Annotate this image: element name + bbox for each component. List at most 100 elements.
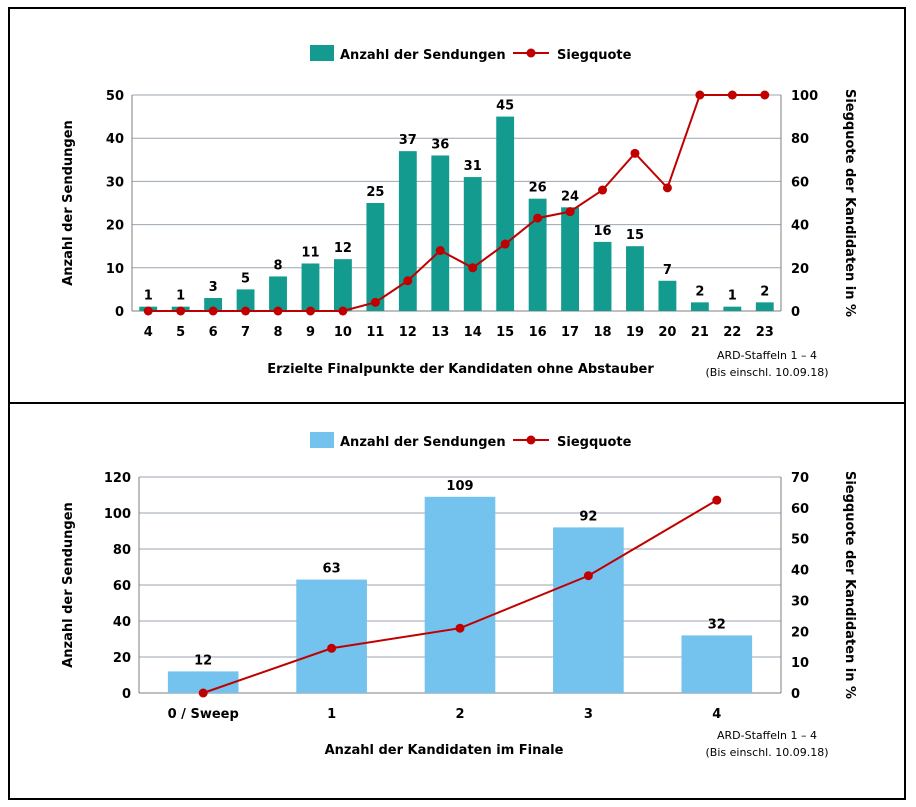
siegquote-point xyxy=(403,276,413,286)
x-tick-label: 23 xyxy=(756,325,774,340)
bar-value-label: 25 xyxy=(366,185,384,200)
bar-value-label: 8 xyxy=(274,258,283,273)
bar-value-label: 5 xyxy=(241,271,250,286)
y2-tick-label: 50 xyxy=(791,533,809,548)
y-tick-label: 0 xyxy=(122,687,131,702)
y-tick-label: 100 xyxy=(104,507,131,522)
siegquote-point xyxy=(662,183,672,193)
bar-value-label: 7 xyxy=(663,263,672,278)
legend: Anzahl der Sendungen Siegquote xyxy=(310,432,632,450)
siegquote-point xyxy=(598,185,608,195)
x-tick-label: 15 xyxy=(496,325,514,340)
bar xyxy=(301,263,320,311)
chart-panel-finalpunkte: 0 10 20 30 40 50 0 20 40 60 80 100 1 1 3 5 8 11 12 25 37 36 31… xyxy=(8,7,906,404)
bar xyxy=(690,302,709,311)
bar-value-label: 92 xyxy=(579,509,597,524)
siegquote-point xyxy=(305,306,315,316)
y-axis-title: Anzahl der Sendungen xyxy=(61,120,76,286)
bar-value-label: 63 xyxy=(323,562,341,577)
chart-kandidaten: 0204060801001200102030405060701263109923… xyxy=(61,432,857,759)
legend-line-marker xyxy=(526,48,536,58)
bar-value-label: 31 xyxy=(464,159,482,174)
siegquote-point xyxy=(760,90,770,100)
siegquote-point xyxy=(241,306,251,316)
y-tick-label: 20 xyxy=(106,219,124,234)
bar xyxy=(463,177,482,311)
siegquote-point xyxy=(176,306,186,316)
x-tick-label: 3 xyxy=(584,707,593,722)
y2-tick-label: 70 xyxy=(791,471,809,486)
bar-value-label: 37 xyxy=(399,133,417,148)
source-note-line-1: ARD-Staffeln 1 – 4 xyxy=(717,349,817,362)
bar xyxy=(553,527,624,693)
bar-value-label: 1 xyxy=(728,289,737,304)
y2-tick-label: 20 xyxy=(791,262,809,277)
bar-value-label: 32 xyxy=(708,617,726,632)
bar-value-label: 24 xyxy=(561,189,579,204)
siegquote-point xyxy=(198,688,208,698)
siegquote-point xyxy=(468,263,478,273)
bar xyxy=(236,289,255,311)
y2-tick-label: 0 xyxy=(791,305,800,320)
source-note-line-1: ARD-Staffeln 1 – 4 xyxy=(717,729,817,742)
y-tick-label: 0 xyxy=(115,305,124,320)
x-tick-label: 11 xyxy=(366,325,384,340)
legend-bar-swatch xyxy=(310,432,334,448)
bar xyxy=(366,203,385,311)
x-tick-label: 20 xyxy=(658,325,676,340)
bar-value-label: 2 xyxy=(695,284,704,299)
bar xyxy=(593,241,612,311)
y2-tick-label: 60 xyxy=(791,502,809,517)
legend: Anzahl der Sendungen Siegquote xyxy=(310,45,632,63)
bar xyxy=(681,635,753,693)
siegquote-point xyxy=(630,148,640,158)
bar xyxy=(658,280,677,311)
y-tick-label: 10 xyxy=(106,262,124,277)
x-tick-label: 19 xyxy=(626,325,644,340)
x-tick-label: 17 xyxy=(561,325,579,340)
x-tick-label: 9 xyxy=(306,325,315,340)
siegquote-point xyxy=(583,571,593,581)
y2-tick-label: 30 xyxy=(791,594,809,609)
siegquote-point xyxy=(455,623,465,633)
x-tick-label: 10 xyxy=(334,325,352,340)
x-tick-label: 12 xyxy=(399,325,417,340)
y2-tick-label: 0 xyxy=(791,687,800,702)
y-tick-label: 80 xyxy=(113,543,131,558)
y-tick-label: 40 xyxy=(113,615,131,630)
x-tick-label: 0 / Sweep xyxy=(168,707,239,722)
x-tick-label: 2 xyxy=(455,707,464,722)
siegquote-point xyxy=(143,306,153,316)
x-tick-label: 5 xyxy=(176,325,185,340)
bar-value-label: 3 xyxy=(209,280,218,295)
siegquote-line xyxy=(148,94,765,312)
bar xyxy=(496,116,515,311)
x-tick-label: 21 xyxy=(691,325,709,340)
y2-tick-label: 20 xyxy=(791,625,809,640)
siegquote-point xyxy=(565,207,575,217)
x-tick-label: 13 xyxy=(431,325,449,340)
bar xyxy=(431,155,450,311)
y2-axis-title: Siegquote der Kandidaten in % xyxy=(842,471,857,699)
bar xyxy=(424,496,496,693)
y-tick-label: 40 xyxy=(106,132,124,147)
bar xyxy=(204,298,223,311)
y-tick-label: 120 xyxy=(104,471,131,486)
bar-value-label: 45 xyxy=(496,99,514,114)
bar xyxy=(398,151,417,311)
bar-value-label: 1 xyxy=(144,289,153,304)
siegquote-point xyxy=(712,495,722,505)
x-tick-label: 6 xyxy=(209,325,218,340)
y2-tick-label: 10 xyxy=(791,656,809,671)
source-note-line-2: (Bis einschl. 10.09.18) xyxy=(706,746,829,759)
y2-tick-label: 40 xyxy=(791,564,809,579)
bar-value-label: 36 xyxy=(431,137,449,152)
bar-value-label: 15 xyxy=(626,228,644,243)
siegquote-point xyxy=(727,90,737,100)
bar xyxy=(528,198,547,311)
legend-line-label: Siegquote xyxy=(557,435,632,450)
x-tick-label: 18 xyxy=(593,325,611,340)
bar-value-label: 1 xyxy=(176,289,185,304)
y-tick-label: 30 xyxy=(106,175,124,190)
y2-tick-label: 80 xyxy=(791,132,809,147)
